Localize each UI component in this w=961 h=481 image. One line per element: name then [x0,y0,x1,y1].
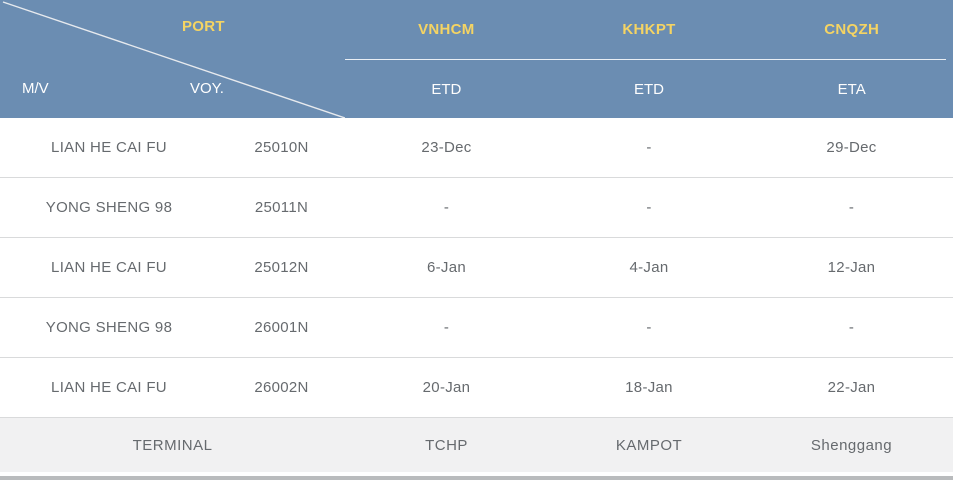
vnhcm-etd-value: - [443,199,450,216]
port-code-vnhcm: VNHCM [418,21,475,38]
voyage-column-header: VOY. [190,80,224,97]
vnhcm-etd-value: 6-Jan [426,259,467,276]
vnhcm-etd-value: - [443,319,450,336]
khkpt-etd-value: 18-Jan [625,379,673,396]
vessel-name: LIAN HE CAI FU [51,259,167,276]
voyage-number: 25011N [254,199,309,216]
port-codes-row: VNHCM KHKPT CNQZH [345,0,953,59]
terminal-label: TERMINAL [132,436,213,454]
footer-gap [0,472,953,476]
vnhcm-etd-value: 20-Jan [422,379,471,396]
vessel-name: LIAN HE CAI FU [51,379,167,396]
table-row: LIAN HE CAI FU 25012N 6-Jan 4-Jan 12-Jan [0,238,953,298]
table-row: YONG SHENG 98 26001N - - - [0,298,953,358]
header-divider-line [345,59,946,60]
bottom-strip [0,476,953,480]
terminal-vnhcm: TCHP [425,436,468,454]
diagonal-divider-line [2,1,345,118]
khkpt-etd-value: - [646,199,652,216]
khkpt-etd-value: 4-Jan [629,259,669,276]
port-code-khkpt: KHKPT [622,21,676,38]
voyage-number: 26002N [254,379,309,396]
port-code-cnqzh: CNQZH [824,21,880,38]
etd-eta-row: ETD ETD ETA [345,60,953,118]
cnqzh-eta-value: - [848,199,855,216]
cnqzh-eta-value: 12-Jan [827,259,876,276]
cnqzh-sub-header: ETA [837,80,866,98]
voyage-number: 25012N [254,259,309,276]
voyage-number: 25010N [254,139,309,156]
cnqzh-eta-value: 22-Jan [827,379,876,396]
table-row: YONG SHENG 98 25011N - - - [0,178,953,238]
khkpt-sub-header: ETD [634,80,664,98]
khkpt-etd-value: - [646,319,652,336]
vnhcm-etd-value: 23-Dec [421,139,472,156]
voyage-number: 26001N [254,319,309,336]
terminal-row: TERMINAL TCHP KAMPOT Shenggang [0,418,953,472]
vessel-name: YONG SHENG 98 [45,319,173,336]
vessel-name: LIAN HE CAI FU [51,139,167,156]
vnhcm-sub-header: ETD [431,80,462,98]
vessel-name: YONG SHENG 98 [45,199,173,216]
vessel-column-header: M/V [22,80,49,97]
terminal-cnqzh: Shenggang [810,436,893,454]
corner-port-label: PORT [182,18,225,35]
cnqzh-eta-value: 29-Dec [826,139,877,156]
cnqzh-eta-value: - [848,319,855,336]
table-body: LIAN HE CAI FU 25010N 23-Dec - 29-Dec YO… [0,118,953,418]
table-row: LIAN HE CAI FU 25010N 23-Dec - 29-Dec [0,118,953,178]
table-header: PORT M/V VOY. VNHCM KHKPT CNQZH ETD ETD … [0,0,953,118]
khkpt-etd-value: - [646,139,652,156]
table-row: LIAN HE CAI FU 26002N 20-Jan 18-Jan 22-J… [0,358,953,418]
terminal-khkpt: KAMPOT [615,436,683,454]
